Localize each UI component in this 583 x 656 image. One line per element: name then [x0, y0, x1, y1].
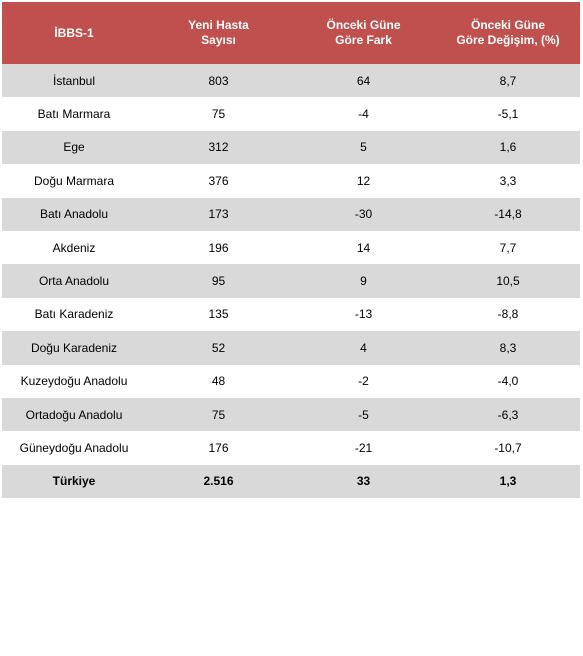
table-row: Akdeniz 196 14 7,7 — [2, 231, 580, 264]
cell-new-cases: 176 — [208, 440, 229, 455]
table-row: Kuzeydoğu Anadolu 48 -2 -4,0 — [2, 365, 580, 398]
header-daily-difference: Önceki Güne Göre Fark — [291, 2, 436, 64]
table-row: İstanbul 803 64 8,7 — [2, 64, 580, 98]
table-row: Orta Anadolu 95 9 10,5 — [2, 264, 580, 298]
cell-region: İstanbul — [52, 73, 96, 88]
header-daily-change-percent-line-1: Önceki Güne — [470, 18, 546, 32]
table-row: Batı Marmara 75 -4 -5,1 — [2, 97, 580, 130]
cell-region: Batı Marmara — [37, 107, 111, 122]
cell-daily-difference: -21 — [354, 440, 373, 455]
cell-new-cases: 52 — [211, 340, 226, 355]
cell-daily-change-percent: 1,3 — [499, 474, 517, 489]
cell-daily-difference: 4 — [360, 340, 367, 355]
cell-new-cases: 196 — [208, 240, 229, 255]
cell-daily-change-percent: -14,8 — [494, 207, 522, 222]
table-row: Ortadoğu Anadolu 75 -5 -6,3 — [2, 397, 580, 432]
header-region: İBBS-1 — [2, 2, 146, 64]
table-row: Batı Anadolu 173 -30 -14,8 — [2, 197, 580, 231]
cell-daily-change-percent: 7,7 — [499, 240, 517, 255]
table-total-row: Türkiye 2.516 33 1,3 — [2, 464, 580, 499]
cell-daily-difference: -13 — [354, 307, 373, 322]
cell-new-cases: 75 — [211, 407, 226, 422]
cell-region: Akdeniz — [52, 240, 96, 255]
cell-new-cases: 803 — [208, 73, 229, 88]
cell-daily-change-percent: 10,5 — [496, 274, 520, 289]
table-row: Ege 312 5 1,6 — [2, 130, 580, 165]
header-region-line-1: İBBS-1 — [54, 25, 94, 40]
header-new-cases-line-1: Yeni Hasta — [188, 18, 249, 32]
table-row: Doğu Marmara 376 12 3,3 — [2, 164, 580, 197]
cell-daily-difference: 9 — [360, 274, 367, 289]
cell-daily-change-percent: -8,8 — [497, 307, 519, 322]
cell-region: Doğu Marmara — [33, 173, 115, 188]
cell-daily-change-percent: -6,3 — [497, 407, 519, 422]
cell-new-cases: 2.516 — [203, 474, 234, 489]
table-header-row: İBBS-1 Yeni Hasta Sayısı Önceki Güne Gör… — [2, 2, 580, 64]
cell-new-cases: 95 — [211, 274, 226, 289]
cell-region: Güneydoğu Anadolu — [19, 440, 129, 455]
regional-cases-table: İBBS-1 Yeni Hasta Sayısı Önceki Güne Gör… — [2, 2, 580, 499]
regional-cases-table-container: İBBS-1 Yeni Hasta Sayısı Önceki Güne Gör… — [2, 2, 580, 499]
cell-daily-difference: -5 — [358, 407, 369, 422]
cell-region: Batı Karadeniz — [34, 307, 114, 322]
cell-daily-difference: -2 — [358, 374, 369, 389]
cell-region: Ege — [63, 140, 85, 155]
table-row: Batı Karadeniz 135 -13 -8,8 — [2, 298, 580, 331]
cell-daily-change-percent: 3,3 — [499, 173, 517, 188]
cell-daily-difference: -30 — [354, 207, 373, 222]
table-body: İstanbul 803 64 8,7 Batı Marmara 75 -4 -5,1 Ege 3… — [2, 64, 580, 499]
header-daily-change-percent-line-2: Göre Değişim, (%) — [456, 33, 560, 47]
cell-daily-difference: 33 — [356, 474, 371, 489]
cell-daily-change-percent: 1,6 — [499, 140, 517, 155]
cell-daily-change-percent: -10,7 — [494, 440, 522, 455]
cell-region: Kuzeydoğu Anadolu — [20, 374, 128, 389]
cell-region: Doğu Karadeniz — [30, 340, 118, 355]
cell-region: Batı Anadolu — [39, 207, 109, 222]
cell-daily-difference: 12 — [356, 173, 371, 188]
header-new-cases: Yeni Hasta Sayısı — [146, 2, 291, 64]
cell-region: Ortadoğu Anadolu — [25, 407, 123, 422]
cell-daily-difference: -4 — [358, 107, 369, 122]
header-daily-change-percent: Önceki Güne Göre Değişim, (%) — [436, 2, 580, 64]
cell-daily-change-percent: 8,7 — [499, 73, 517, 88]
cell-new-cases: 312 — [208, 140, 229, 155]
header-daily-difference-line-2: Göre Fark — [335, 33, 392, 47]
cell-region: Orta Anadolu — [38, 274, 110, 289]
header-daily-difference-line-1: Önceki Güne — [326, 18, 401, 32]
cell-daily-change-percent: -4,0 — [497, 374, 519, 389]
cell-daily-difference: 14 — [356, 240, 371, 255]
table-row: Doğu Karadeniz 52 4 8,3 — [2, 331, 580, 365]
cell-daily-change-percent: 8,3 — [499, 340, 517, 355]
header-new-cases-line-2: Sayısı — [201, 33, 236, 47]
cell-daily-difference: 64 — [356, 73, 371, 88]
cell-new-cases: 135 — [208, 307, 229, 322]
cell-new-cases: 376 — [208, 173, 229, 188]
table-row: Güneydoğu Anadolu 176 -21 -10,7 — [2, 431, 580, 464]
cell-daily-difference: 5 — [360, 140, 367, 155]
cell-new-cases: 75 — [211, 107, 226, 122]
cell-daily-change-percent: -5,1 — [497, 107, 519, 122]
cell-new-cases: 48 — [211, 374, 226, 389]
cell-new-cases: 173 — [208, 207, 229, 222]
cell-region: Türkiye — [52, 474, 96, 489]
